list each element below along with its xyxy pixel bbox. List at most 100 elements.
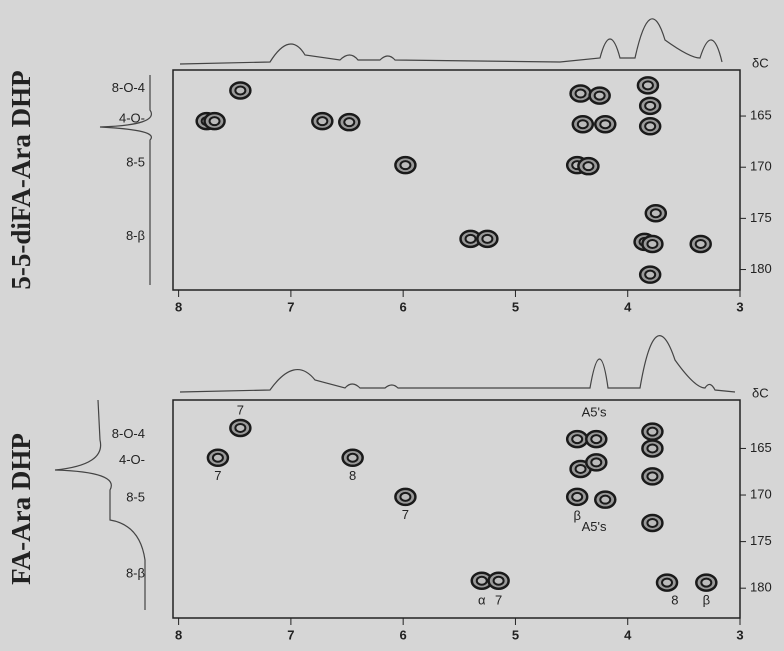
y-tick-label: 180: [750, 580, 772, 595]
row-label: 8-5: [126, 489, 145, 504]
cross-peak: [489, 573, 509, 589]
peak-annotation: α: [478, 593, 486, 608]
x-tick-label: 6: [400, 627, 407, 642]
x-tick-label: 8: [175, 627, 182, 642]
peak-contour: [600, 120, 610, 128]
cross-peak: [595, 492, 615, 508]
peak-contour: [645, 271, 655, 279]
peak-annotation: 7: [402, 507, 409, 522]
peak-contour: [647, 472, 657, 480]
cross-peak: [642, 515, 662, 531]
cross-peak: [642, 424, 662, 440]
cross-peak: [395, 489, 415, 505]
cross-peak: [691, 236, 711, 252]
peak-contour: [235, 424, 245, 432]
cross-peak: [312, 113, 332, 129]
cross-peak: [205, 113, 225, 129]
y-tick-label: 175: [750, 210, 772, 225]
x-tick-label: 3: [736, 627, 743, 642]
cross-peak: [567, 431, 587, 447]
peak-contour: [591, 458, 601, 466]
cross-peak: [208, 450, 228, 466]
cross-peak: [657, 575, 677, 591]
cross-peak: [571, 86, 591, 102]
chart-title: 5-5-diFA-Ara DHP: [6, 70, 36, 289]
peak-annotation: 7: [495, 593, 502, 608]
cross-peak: [638, 77, 658, 93]
chart-title: FA-Ara DHP: [6, 433, 36, 585]
x-tick-label: 8: [175, 299, 182, 314]
row-label: 8-β: [126, 228, 145, 243]
peak-contour: [348, 454, 358, 462]
cross-peak: [640, 267, 660, 283]
peak-contour: [477, 577, 487, 585]
y-tick-label: 175: [750, 533, 772, 548]
peak-contour: [595, 92, 605, 100]
x-tick-label: 4: [624, 627, 632, 642]
cross-peak: [696, 575, 716, 591]
peak-annotation: 8: [349, 468, 356, 483]
cross-peak: [590, 88, 610, 104]
y-axis-label: δC: [752, 55, 769, 70]
y-tick-label: 180: [750, 261, 772, 276]
cross-peak: [339, 114, 359, 130]
cross-peak: [230, 420, 250, 436]
x-tick-label: 4: [624, 299, 632, 314]
cross-peak: [477, 231, 497, 247]
peak-annotation: 8: [671, 593, 678, 608]
row-label: 8-β: [126, 566, 145, 581]
row-label: 8-O-4: [112, 426, 145, 441]
peak-contour: [494, 577, 504, 585]
peak-contour: [210, 117, 220, 125]
peak-contour: [572, 435, 582, 443]
cross-peak: [230, 82, 250, 98]
peak-annotation: A5's: [582, 519, 607, 534]
cross-peak: [642, 468, 662, 484]
cross-peak: [586, 454, 606, 470]
cross-peak: [586, 431, 606, 447]
row-label: 8-5: [126, 155, 145, 170]
row-label: 8-O-4: [112, 80, 145, 95]
cross-peak: [395, 157, 415, 173]
peak-contour: [647, 444, 657, 452]
peak-contour: [482, 235, 492, 243]
peak-contour: [643, 81, 653, 89]
peak-contour: [647, 519, 657, 527]
peak-contour: [645, 122, 655, 130]
row-label: 4-O-: [119, 111, 145, 126]
cross-peak: [343, 450, 363, 466]
cross-peak: [578, 158, 598, 174]
y-axis-label: δC: [752, 385, 769, 400]
peak-contour: [466, 235, 476, 243]
cross-peak: [567, 489, 587, 505]
x-tick-label: 3: [736, 299, 743, 314]
y-tick-label: 165: [750, 107, 772, 122]
peak-contour: [317, 117, 327, 125]
x-tick-label: 6: [400, 299, 407, 314]
peak-contour: [600, 496, 610, 504]
proton-projection: [180, 336, 735, 392]
x-tick-label: 5: [512, 299, 519, 314]
cross-peak: [642, 236, 662, 252]
cross-peak: [640, 98, 660, 114]
peak-annotation: A5's: [582, 404, 607, 419]
cross-peak: [595, 116, 615, 132]
y-tick-label: 165: [750, 440, 772, 455]
proton-projection: [180, 19, 722, 64]
peak-contour: [576, 90, 586, 98]
x-tick-label: 5: [512, 627, 519, 642]
peak-annotation: 7: [214, 468, 221, 483]
cross-peak: [642, 440, 662, 456]
figure: 5-5-diFA-Ara DHP δC 165 170 175 180 8 7 6 5 4 3 8-O-…: [0, 0, 784, 651]
y-tick-label: 170: [750, 486, 772, 501]
peak-contour: [647, 428, 657, 436]
peak-contour: [701, 579, 711, 587]
x-tick-label: 7: [287, 627, 294, 642]
y-tick-label: 170: [750, 159, 772, 174]
peak-contour: [647, 240, 657, 248]
peak-contour: [572, 493, 582, 501]
peak-contour: [400, 161, 410, 169]
cross-peak: [640, 118, 660, 134]
x-tick-label: 7: [287, 299, 294, 314]
peak-contour: [235, 86, 245, 94]
